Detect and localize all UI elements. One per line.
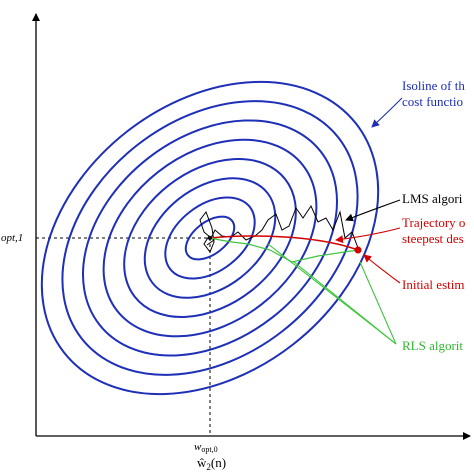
isoline-label-line2: cost functio bbox=[402, 94, 463, 109]
isoline-2 bbox=[164, 196, 256, 280]
isoline-pointer-arrow bbox=[371, 97, 403, 128]
y-optimum-tick-label: opt,1 bbox=[1, 232, 23, 244]
isoline-4 bbox=[123, 157, 297, 319]
x-optimum-tick-sub: opt,0 bbox=[201, 445, 217, 454]
isoline-8 bbox=[40, 80, 380, 396]
initial-estimate-label: Initial estim bbox=[402, 277, 464, 292]
steepest-label-line2: steepest des bbox=[402, 231, 464, 246]
initial-estimate-point bbox=[354, 246, 362, 254]
isoline-5 bbox=[102, 138, 318, 338]
isoline-7 bbox=[61, 100, 359, 376]
steepest-descent-trajectory bbox=[210, 235, 359, 251]
cost-function-isolines bbox=[40, 80, 380, 396]
isoline-1 bbox=[184, 215, 236, 261]
x-axis-label-sub: 2 bbox=[206, 462, 211, 472]
lms-trajectory bbox=[199, 204, 359, 254]
optimum-point bbox=[208, 236, 212, 240]
lms-label: LMS algori bbox=[402, 191, 463, 206]
steepest-label-line1: Trajectory o bbox=[402, 215, 465, 230]
rls-label: RLS algorit bbox=[402, 338, 463, 353]
initial-estimate-pointer-arrow bbox=[363, 254, 401, 284]
x-axis-label-suffix: (n) bbox=[211, 455, 226, 470]
rls-trajectory bbox=[210, 237, 359, 263]
x-axis-label: ŵ2(n) bbox=[197, 455, 226, 472]
x-optimum-tick-label: wopt,0 bbox=[194, 441, 218, 454]
isoline-3 bbox=[143, 177, 277, 299]
steepest-pointer-arrow bbox=[335, 227, 401, 244]
lms-pointer-arrow bbox=[345, 199, 401, 222]
rls-pointer-line-2 bbox=[359, 261, 397, 345]
isoline-label-line1: Isoline of th bbox=[402, 78, 465, 93]
rls-pointer-line-3 bbox=[293, 261, 397, 345]
axes bbox=[32, 13, 471, 440]
x-axis-label-main: ŵ bbox=[197, 455, 207, 470]
x-optimum-tick-main: w bbox=[194, 441, 202, 453]
